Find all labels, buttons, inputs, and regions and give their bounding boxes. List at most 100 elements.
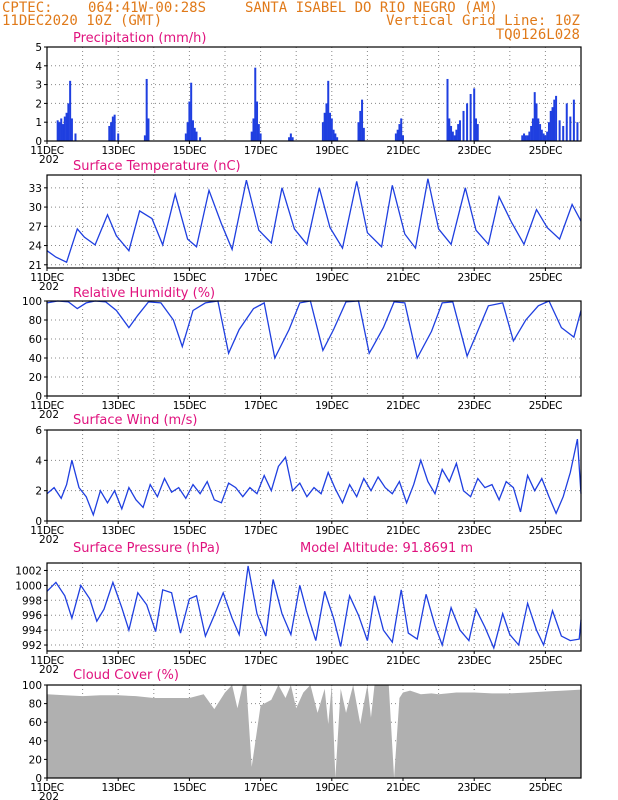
xtick-label: 11DEC bbox=[30, 145, 63, 157]
xtick-label: 17DEC bbox=[244, 145, 277, 157]
precip-bar bbox=[256, 101, 259, 141]
precip-bar bbox=[551, 107, 554, 141]
precip-bar bbox=[542, 133, 545, 141]
precip-bar bbox=[65, 112, 68, 141]
panel-pres: 992 994 996 998 1000 1002 11DEC 13DEC 15DEC 17DEC… bbox=[15, 541, 582, 676]
xtick-label: 25DEC bbox=[529, 782, 562, 794]
precip-bar bbox=[323, 112, 326, 141]
xtick-label: 11DEC bbox=[30, 272, 63, 284]
precip-bar bbox=[544, 135, 547, 141]
xtick-year: 202 bbox=[39, 281, 59, 293]
ytick-label: 0 bbox=[35, 516, 42, 528]
precip-title: Precipitation (mm/h) bbox=[73, 31, 206, 46]
ytick-label: 24 bbox=[29, 241, 43, 253]
header-model-code: TQ0126L028 bbox=[496, 27, 580, 43]
precip-bar bbox=[533, 92, 536, 141]
ytick-label: 1002 bbox=[15, 565, 42, 577]
plot-frame bbox=[46, 429, 582, 522]
xtick-label: 19DEC bbox=[315, 655, 348, 667]
precip-bar bbox=[448, 118, 451, 141]
xtick-label: 21DEC bbox=[386, 525, 419, 537]
panel-rh: 0 20 40 60 80 100 11DEC 13DEC 15DEC 17DEC 19DEC 21D… bbox=[22, 286, 582, 421]
xtick-label: 21DEC bbox=[386, 145, 419, 157]
ytick-label: 20 bbox=[29, 754, 42, 766]
xtick-label: 21DEC bbox=[386, 272, 419, 284]
header-coords: 064:41W-00:28S bbox=[88, 0, 206, 16]
xtick-label: 23DEC bbox=[457, 525, 490, 537]
precip-bar bbox=[524, 135, 527, 141]
precip-bar bbox=[396, 129, 399, 141]
precip-bar bbox=[398, 124, 401, 141]
precip-bar bbox=[451, 131, 454, 141]
precip-bar bbox=[565, 103, 568, 141]
ytick-label: 60 bbox=[29, 717, 42, 729]
precip-bar bbox=[327, 80, 330, 141]
xtick-label: 11DEC bbox=[30, 400, 63, 412]
wind-series-line bbox=[46, 438, 582, 517]
precip-bar bbox=[361, 99, 364, 141]
xtick-year: 202 bbox=[39, 534, 59, 546]
ytick-label: 100 bbox=[22, 296, 42, 308]
ytick-label: 33 bbox=[29, 183, 42, 195]
cloud-area bbox=[47, 685, 581, 778]
xtick-label: 21DEC bbox=[386, 400, 419, 412]
ytick-label: 1000 bbox=[15, 580, 42, 592]
ytick-label: 6 bbox=[35, 425, 42, 437]
precip-bar bbox=[549, 110, 552, 141]
precip-bar bbox=[58, 122, 61, 141]
precip-bar bbox=[537, 118, 540, 141]
precip-bar bbox=[530, 125, 533, 141]
ytick-label: 2 bbox=[35, 98, 42, 110]
precip-bar bbox=[145, 78, 148, 141]
precip-bar bbox=[67, 103, 70, 141]
precip-bar bbox=[184, 133, 187, 141]
precip-bar bbox=[254, 67, 257, 141]
ytick-label: 100 bbox=[22, 680, 42, 692]
xtick-label: 23DEC bbox=[457, 272, 490, 284]
precip-bar bbox=[330, 118, 333, 141]
xtick-label: 11DEC bbox=[30, 525, 63, 537]
precip-bar bbox=[466, 103, 469, 141]
precip-bar bbox=[108, 125, 111, 141]
ytick-label: 4 bbox=[35, 61, 42, 73]
xtick-label: 17DEC bbox=[244, 272, 277, 284]
xtick-label: 15DEC bbox=[173, 655, 206, 667]
xtick-label: 13DEC bbox=[101, 782, 134, 794]
xtick-label: 25DEC bbox=[529, 272, 562, 284]
ytick-label: 21 bbox=[29, 260, 42, 272]
xtick-year: 202 bbox=[39, 664, 59, 676]
precip-bar bbox=[117, 133, 120, 141]
wind-title: Surface Wind (m/s) bbox=[73, 413, 197, 428]
precip-bar bbox=[521, 135, 524, 141]
header-grid-line: Vertical Grid Line: 10Z bbox=[386, 13, 580, 29]
panel-precip: 0 1 2 3 4 5 11DEC 13DEC 15DEC 17DEC 19DEC 21DEC 23DE… bbox=[30, 31, 582, 166]
precip-bar bbox=[193, 127, 196, 141]
precip-bar bbox=[74, 133, 77, 141]
precip-bar bbox=[143, 135, 146, 141]
precip-bar bbox=[458, 120, 461, 141]
precip-bar bbox=[457, 124, 460, 141]
ytick-label: 40 bbox=[29, 353, 42, 365]
precip-bar bbox=[450, 125, 453, 141]
precip-bar bbox=[394, 133, 397, 141]
ytick-label: 20 bbox=[29, 372, 42, 384]
ytick-label: 2 bbox=[35, 486, 42, 498]
precip-bar bbox=[110, 122, 113, 141]
precip-bar bbox=[528, 131, 531, 141]
precip-bar bbox=[531, 118, 534, 141]
rh-series-line bbox=[46, 300, 582, 361]
precip-bar bbox=[453, 135, 456, 141]
precip-bar bbox=[357, 122, 360, 141]
ytick-label: 30 bbox=[29, 202, 42, 214]
ytick-label: 27 bbox=[29, 221, 42, 233]
ytick-label: 998 bbox=[22, 595, 42, 607]
precip-bar bbox=[190, 82, 193, 141]
rh-title: Relative Humidity (%) bbox=[73, 286, 215, 301]
precip-bar bbox=[539, 124, 542, 141]
panels: 0 1 2 3 4 5 11DEC 13DEC 15DEC 17DEC 19DEC 21DEC 23DE… bbox=[15, 31, 582, 800]
precip-bar bbox=[289, 133, 292, 141]
ytick-label: 5 bbox=[35, 42, 42, 54]
ytick-label: 60 bbox=[29, 334, 42, 346]
xtick-year: 202 bbox=[39, 154, 59, 166]
